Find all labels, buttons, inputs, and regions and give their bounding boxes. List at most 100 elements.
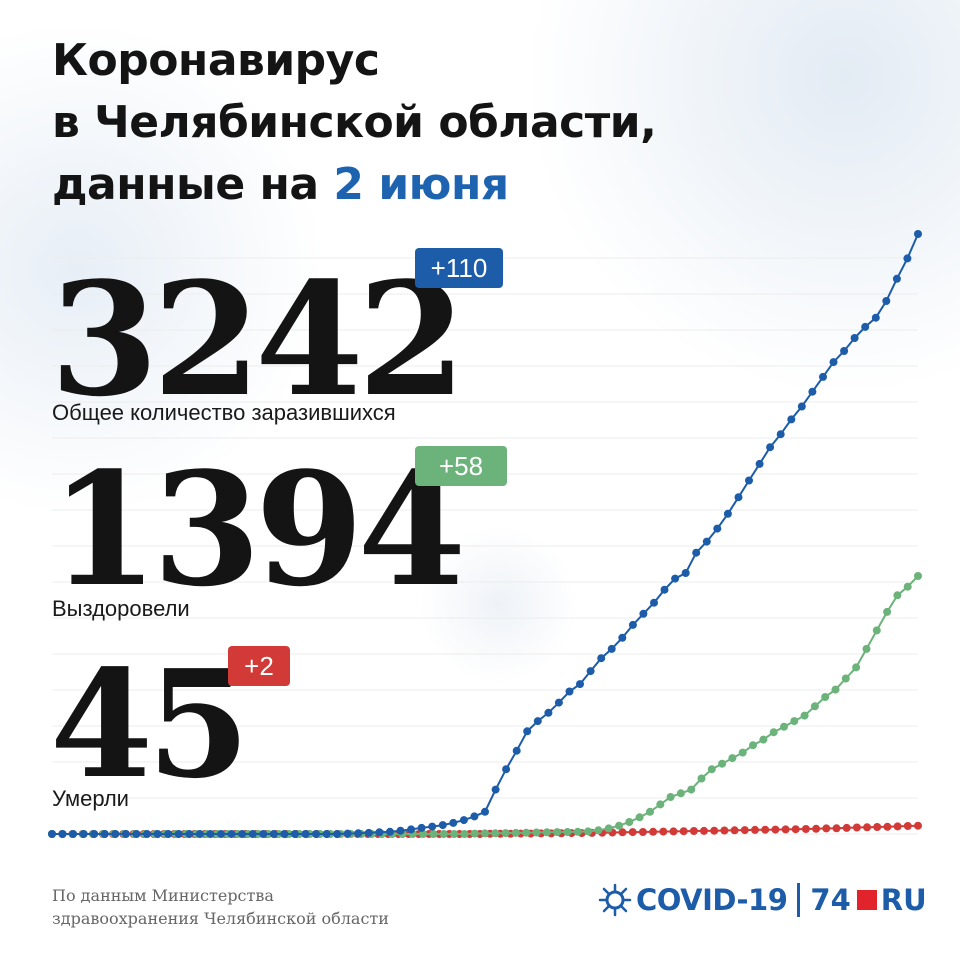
data-point-infected <box>829 358 838 367</box>
data-point-deaths <box>720 826 729 835</box>
data-point-infected <box>766 443 775 452</box>
data-point-recovered <box>491 829 500 838</box>
data-point-infected <box>333 830 342 838</box>
data-point-infected <box>386 827 394 836</box>
data-point-infected <box>322 830 331 838</box>
data-point-infected <box>819 372 827 381</box>
data-point-infected <box>892 274 901 283</box>
data-point-infected <box>523 727 532 736</box>
data-point-infected <box>132 830 141 838</box>
data-point-deaths <box>669 827 678 836</box>
data-point-infected <box>861 322 870 331</box>
data-point-recovered <box>439 830 448 838</box>
data-point-infected <box>238 830 247 838</box>
source-line-2: здравоохранения Челябинской области <box>52 909 389 928</box>
data-point-recovered <box>522 828 531 837</box>
data-point-infected <box>840 347 849 355</box>
data-point-recovered <box>738 748 747 757</box>
data-point-infected <box>58 830 67 838</box>
data-point-deaths <box>638 828 647 836</box>
data-point-infected <box>755 459 764 468</box>
title-date: 2 июня <box>333 159 509 210</box>
data-point-infected <box>692 548 701 557</box>
data-point-infected <box>607 644 616 653</box>
data-point-recovered <box>903 582 912 591</box>
data-point-infected <box>269 830 278 838</box>
data-point-deaths <box>740 826 749 835</box>
data-point-recovered <box>553 828 562 837</box>
data-point-recovered <box>697 774 706 783</box>
data-point-deaths <box>689 827 698 835</box>
data-point-infected <box>734 493 743 502</box>
data-point-infected <box>702 537 711 546</box>
data-point-deaths <box>771 825 780 834</box>
data-point-recovered <box>893 591 902 600</box>
data-point-recovered <box>656 800 665 809</box>
data-point-infected <box>671 574 680 583</box>
data-point-recovered <box>635 813 644 822</box>
data-point-deaths <box>730 826 739 835</box>
data-point-recovered <box>563 828 572 836</box>
recovered-total: 1394 <box>50 438 466 621</box>
title-line-1: Коронавирус <box>52 35 380 86</box>
data-point-infected <box>354 829 363 838</box>
data-point-infected <box>533 717 542 726</box>
deaths-delta-badge: +2 <box>228 646 290 686</box>
data-point-recovered <box>780 722 788 731</box>
data-point-infected <box>850 334 859 342</box>
data-point-infected <box>470 812 479 821</box>
logo-covid-text: COVID-19 <box>636 883 788 917</box>
data-point-deaths <box>801 825 810 833</box>
data-point-infected <box>745 476 753 485</box>
data-point-deaths <box>893 822 902 831</box>
data-point-infected <box>776 430 785 439</box>
data-point-deaths <box>883 822 892 831</box>
infected-delta-badge: +110 <box>415 248 503 288</box>
data-point-recovered <box>872 626 881 635</box>
data-point-infected <box>639 609 648 618</box>
data-point-infected <box>217 830 225 838</box>
data-point-deaths <box>628 828 637 837</box>
data-point-recovered <box>470 829 479 838</box>
data-point-recovered <box>511 828 520 837</box>
title-line-3: данные на 2 июня <box>52 154 656 216</box>
data-point-infected <box>628 620 637 629</box>
data-point-recovered <box>790 717 799 726</box>
data-point-infected <box>723 509 732 518</box>
recovered-delta-badge: +58 <box>415 446 507 486</box>
data-point-recovered <box>769 728 778 737</box>
data-point-infected <box>512 746 521 755</box>
data-point-recovered <box>429 830 438 838</box>
data-point-infected <box>428 822 437 831</box>
data-point-infected <box>364 828 373 837</box>
data-point-infected <box>491 785 500 794</box>
data-point-recovered <box>615 821 623 830</box>
data-point-deaths <box>679 827 688 836</box>
data-point-deaths <box>710 826 719 835</box>
deaths-total: 45 <box>50 637 250 811</box>
data-point-recovered <box>625 818 634 826</box>
title-date-prefix: данные на <box>52 159 319 210</box>
data-point-deaths <box>812 824 821 833</box>
data-point-recovered <box>532 828 541 837</box>
data-point-infected <box>903 254 912 263</box>
source-note: По данным Министерства здравоохранения Ч… <box>52 884 389 930</box>
data-point-infected <box>343 829 352 838</box>
brand-logo: COVID-19 74 RU <box>598 878 927 922</box>
data-point-infected <box>48 830 56 838</box>
data-point-infected <box>90 830 99 838</box>
data-point-infected <box>808 387 817 396</box>
data-point-recovered <box>676 789 685 798</box>
data-point-deaths <box>842 823 851 832</box>
data-point-recovered <box>841 674 850 683</box>
data-point-infected <box>153 830 162 838</box>
data-point-infected <box>554 698 563 707</box>
data-point-recovered <box>759 735 768 744</box>
data-point-recovered <box>594 826 603 835</box>
data-point-infected <box>111 830 120 838</box>
data-point-recovered <box>604 824 613 833</box>
data-point-infected <box>121 830 130 838</box>
data-point-deaths <box>751 825 759 834</box>
data-point-deaths <box>873 823 882 831</box>
data-point-deaths <box>822 824 831 833</box>
